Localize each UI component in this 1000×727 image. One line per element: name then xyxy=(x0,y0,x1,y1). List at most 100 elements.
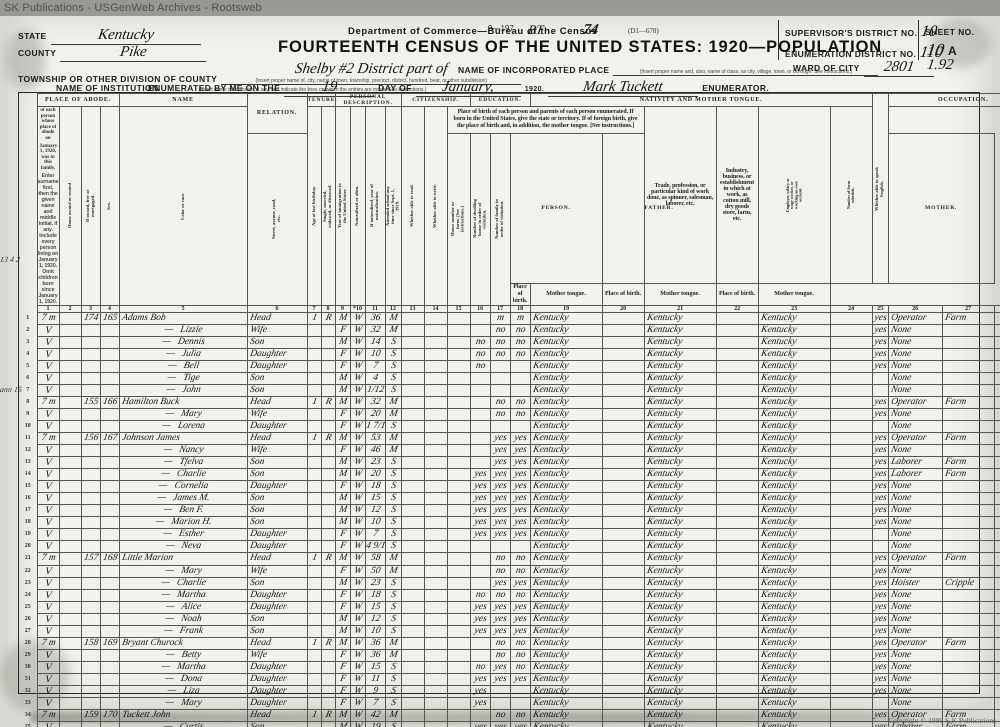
cell-empl[interactable]: 6 A xyxy=(993,636,1000,650)
cell-ind[interactable]: Farm xyxy=(941,721,995,727)
cell-speak[interactable]: yes xyxy=(871,721,889,727)
cell-nat[interactable] xyxy=(423,359,448,373)
cell-pob[interactable]: Kentucky xyxy=(529,311,603,325)
cell-fpob[interactable]: Kentucky xyxy=(643,528,717,542)
cell-own[interactable] xyxy=(306,456,322,470)
cell-mt[interactable] xyxy=(601,456,645,470)
cell-mt[interactable] xyxy=(601,588,645,602)
cell-fpob[interactable]: Kentucky xyxy=(643,684,717,699)
cell-empl[interactable] xyxy=(993,697,1000,711)
table-row[interactable]: 20 V — Neva Daughter F W 4 9/12 S Kentucky Kentuc… xyxy=(19,540,1000,554)
cell-pob[interactable]: Kentucky xyxy=(529,371,603,385)
cell-imm[interactable] xyxy=(400,456,425,470)
cell-age[interactable]: 20 xyxy=(364,468,386,482)
cell-school[interactable] xyxy=(469,540,491,554)
cell-relation[interactable]: Head xyxy=(246,395,308,409)
cell-imm[interactable] xyxy=(400,444,425,458)
cell-write[interactable]: yes xyxy=(509,456,531,470)
cell-occ[interactable]: None xyxy=(887,383,943,397)
cell-dwell[interactable] xyxy=(80,600,101,614)
cell-sex[interactable]: M xyxy=(334,383,351,397)
cell-write[interactable]: no xyxy=(509,648,531,662)
cell-own[interactable] xyxy=(306,612,322,626)
cell-write[interactable]: yes xyxy=(509,468,531,482)
cell-age[interactable]: 18 xyxy=(364,480,386,494)
cell-write[interactable]: yes xyxy=(509,528,531,542)
cell-mpob[interactable]: Kentucky xyxy=(757,576,831,590)
cell-nat[interactable] xyxy=(423,600,448,614)
cell-ms[interactable]: S xyxy=(384,419,402,434)
cell-read[interactable]: yes xyxy=(489,576,511,590)
cell-age[interactable]: 36 xyxy=(364,648,386,662)
cell-ind[interactable]: Farm xyxy=(941,431,995,446)
cell-school[interactable]: yes xyxy=(469,721,491,727)
cell-fpob[interactable]: Kentucky xyxy=(643,660,717,674)
cell-nat[interactable] xyxy=(423,624,448,638)
cell-name[interactable]: Tuckett John xyxy=(118,709,248,723)
cell-mpob[interactable]: Kentucky xyxy=(757,323,831,337)
cell-read[interactable]: no xyxy=(489,395,511,409)
cell-own[interactable] xyxy=(306,407,322,421)
cell-mort[interactable]: R xyxy=(320,431,336,446)
cell-nat[interactable] xyxy=(423,516,448,530)
cell-ms[interactable]: S xyxy=(384,624,402,638)
cell-write[interactable] xyxy=(509,383,531,397)
cell-mpob[interactable]: Kentucky xyxy=(757,721,831,727)
cell-occ[interactable]: None xyxy=(887,600,943,614)
cell-ind[interactable] xyxy=(941,697,995,711)
cell-nat[interactable] xyxy=(423,648,448,662)
cell-occ[interactable]: None xyxy=(887,612,943,626)
cell-fam[interactable] xyxy=(99,371,120,385)
cell-fmt[interactable] xyxy=(715,709,759,723)
cell-sex[interactable]: F xyxy=(334,540,351,554)
cell-fam[interactable]: 168 xyxy=(99,552,120,566)
cell-imm[interactable] xyxy=(400,335,425,349)
cell-speak[interactable]: yes xyxy=(871,347,889,361)
cell-fmt[interactable] xyxy=(715,528,759,542)
cell-street[interactable]: V xyxy=(36,576,60,590)
cell-pob[interactable]: Kentucky xyxy=(529,359,603,373)
cell-house-number[interactable] xyxy=(58,684,82,699)
cell-house-number[interactable] xyxy=(58,660,82,674)
cell-age[interactable]: 7 xyxy=(364,359,386,373)
cell-empl[interactable]: 0 A xyxy=(993,431,1000,446)
cell-fam[interactable] xyxy=(99,480,120,494)
cell-street[interactable]: 7 m xyxy=(36,709,60,723)
cell-mort[interactable] xyxy=(320,359,336,373)
cell-street[interactable]: V xyxy=(36,540,60,554)
cell-nat[interactable] xyxy=(423,456,448,470)
cell-age[interactable]: 53 xyxy=(364,431,386,446)
cell-sex[interactable]: M xyxy=(334,516,351,530)
cell-race[interactable]: W xyxy=(349,492,366,506)
cell-fmt[interactable] xyxy=(715,600,759,614)
cell-own[interactable] xyxy=(306,721,322,727)
cell-relation[interactable]: Son xyxy=(246,383,308,397)
cell-house-number[interactable] xyxy=(58,697,82,711)
cell-name[interactable]: — Mary xyxy=(118,407,248,421)
cell-imm[interactable] xyxy=(400,528,425,542)
cell-race[interactable]: W xyxy=(349,419,366,434)
cell-ind[interactable] xyxy=(941,684,995,699)
cell-race[interactable]: W xyxy=(349,721,366,727)
cell-age[interactable]: 1/12 xyxy=(364,383,386,397)
cell-pob[interactable]: Kentucky xyxy=(529,383,603,397)
cell-mpob[interactable]: Kentucky xyxy=(757,407,831,421)
cell-read[interactable]: yes xyxy=(489,600,511,614)
cell-fpob[interactable]: Kentucky xyxy=(643,540,717,554)
cell-imm[interactable] xyxy=(400,624,425,638)
cell-mpob[interactable]: Kentucky xyxy=(757,311,831,325)
cell-mpob[interactable]: Kentucky xyxy=(757,600,831,614)
cell-school[interactable]: yes xyxy=(469,600,491,614)
cell-house-number[interactable] xyxy=(58,709,82,723)
cell-street[interactable]: V xyxy=(36,588,60,602)
cell-ms[interactable]: S xyxy=(384,672,402,686)
cell-street[interactable]: V xyxy=(36,347,60,361)
cell-school[interactable] xyxy=(469,456,491,470)
cell-own[interactable] xyxy=(306,564,322,578)
cell-imm[interactable] xyxy=(400,407,425,421)
cell-ind[interactable]: Farm xyxy=(941,395,995,409)
